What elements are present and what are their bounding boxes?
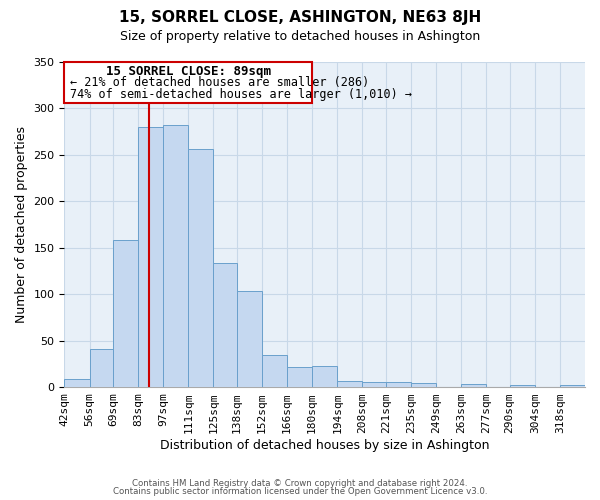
Bar	[362, 382, 386, 387]
Bar	[188, 149, 214, 387]
Bar	[64, 379, 89, 387]
Bar	[287, 366, 312, 387]
Text: 74% of semi-detached houses are larger (1,010) →: 74% of semi-detached houses are larger (…	[70, 88, 412, 101]
Bar	[337, 380, 362, 387]
Text: Size of property relative to detached houses in Ashington: Size of property relative to detached ho…	[120, 30, 480, 43]
Bar	[113, 240, 138, 387]
Text: 15 SORREL CLOSE: 89sqm: 15 SORREL CLOSE: 89sqm	[106, 65, 271, 78]
Bar	[138, 126, 163, 387]
Y-axis label: Number of detached properties: Number of detached properties	[15, 126, 28, 323]
Bar	[461, 384, 486, 387]
Bar	[262, 354, 287, 387]
Text: ← 21% of detached houses are smaller (286): ← 21% of detached houses are smaller (28…	[70, 76, 369, 90]
Text: 15, SORREL CLOSE, ASHINGTON, NE63 8JH: 15, SORREL CLOSE, ASHINGTON, NE63 8JH	[119, 10, 481, 25]
Bar	[509, 386, 535, 387]
Bar	[312, 366, 337, 387]
Bar	[163, 125, 188, 387]
Bar	[411, 384, 436, 387]
Text: Contains HM Land Registry data © Crown copyright and database right 2024.: Contains HM Land Registry data © Crown c…	[132, 478, 468, 488]
Bar	[237, 292, 262, 387]
Bar	[560, 386, 585, 387]
Bar	[214, 264, 237, 387]
Bar	[89, 349, 113, 387]
Text: Contains public sector information licensed under the Open Government Licence v3: Contains public sector information licen…	[113, 487, 487, 496]
FancyBboxPatch shape	[64, 62, 312, 104]
Bar	[386, 382, 411, 387]
X-axis label: Distribution of detached houses by size in Ashington: Distribution of detached houses by size …	[160, 440, 490, 452]
